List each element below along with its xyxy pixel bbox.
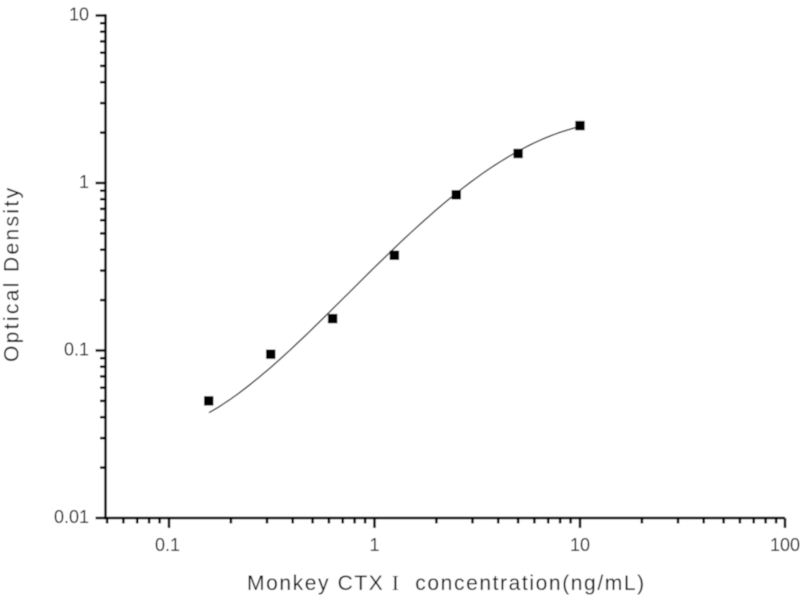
svg-text:0.01: 0.01 [54, 507, 89, 527]
svg-text:0.1: 0.1 [155, 535, 180, 555]
svg-text:0.1: 0.1 [64, 339, 89, 359]
svg-text:10: 10 [69, 4, 89, 24]
svg-text:1: 1 [79, 172, 89, 192]
svg-text:Optical Density: Optical Density [1, 186, 24, 362]
svg-text:10: 10 [570, 535, 590, 555]
svg-text:Monkey CTX I concentration(ng: Monkey CTX I concentration(ng/mL) [247, 571, 646, 595]
svg-text:1: 1 [369, 535, 379, 555]
svg-text:100: 100 [770, 535, 800, 555]
